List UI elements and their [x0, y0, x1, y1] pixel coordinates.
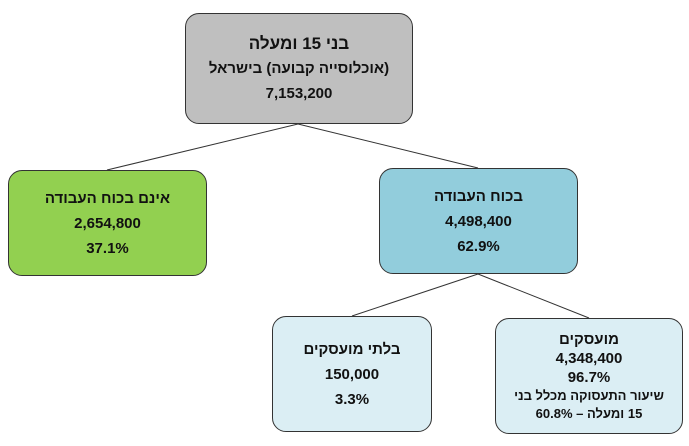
node: בני 15 ומעלה (אוכלוסייה קבועה) בישראל 7,15…	[185, 13, 413, 124]
node-text: אינם בכוח העבודה	[44, 189, 171, 207]
node-text: מועסקים	[559, 330, 619, 348]
node-text: 4,348,400	[555, 349, 623, 367]
node-text: שיעור התעסוקה מכלל בני	[514, 387, 664, 403]
node: אינם בכוח העבודה 2,654,800 37.1%	[8, 170, 207, 276]
node-text: 15 ומעלה – 60.8%	[535, 405, 643, 421]
node-text: בלתי מועסקים	[303, 340, 401, 358]
connector	[351, 273, 479, 317]
node-text: 62.9%	[457, 237, 500, 255]
node: בלתי מועסקים 150,000 3.3%	[272, 316, 432, 432]
connector	[297, 123, 479, 169]
connector	[477, 273, 590, 319]
node-text: 150,000	[324, 365, 380, 383]
node-text: (אוכלוסייה קבועה) בישראל	[208, 60, 390, 77]
node: מועסקים 4,348,400 96.7% שיעור התעסוקה מכלל …	[495, 318, 683, 434]
node-text: 96.7%	[567, 368, 611, 386]
node-text: בכוח העבודה	[433, 187, 524, 205]
node-text: 3.3%	[334, 390, 370, 408]
node-text: בני 15 ומעלה	[248, 34, 350, 53]
node-text: 7,153,200	[265, 85, 333, 102]
node-text: 2,654,800	[74, 214, 141, 232]
connector	[106, 123, 299, 171]
node-text: 4,498,400	[445, 212, 512, 230]
node-text: 37.1%	[86, 239, 129, 257]
node: בכוח העבודה 4,498,400 62.9%	[379, 168, 578, 274]
